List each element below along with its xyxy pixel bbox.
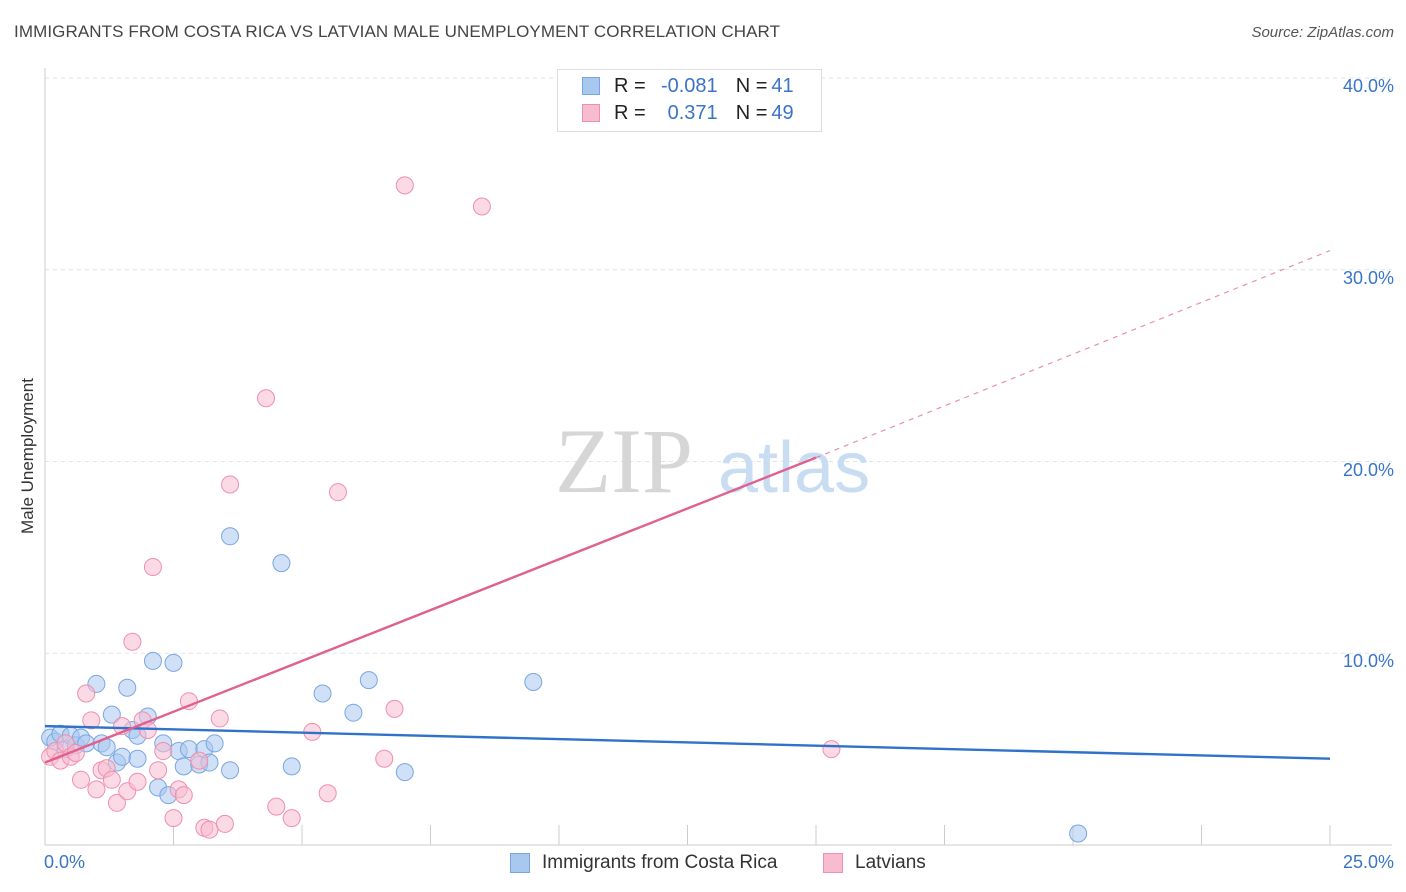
data-point (385, 699, 404, 718)
data-point (107, 793, 126, 812)
legend-swatch-latvians (823, 853, 843, 873)
data-point (200, 820, 219, 839)
data-point (395, 176, 414, 195)
data-point (102, 705, 121, 724)
data-point (118, 678, 137, 697)
legend-r-label: R = (614, 101, 646, 124)
y-tick-label: 30.0% (1342, 267, 1394, 288)
data-point (472, 197, 491, 216)
trend-line (44, 456, 817, 764)
y-tick-label: 20.0% (1342, 459, 1394, 480)
legend-label: Latvians (855, 852, 926, 873)
x-tick-label-max: 25.0% (1342, 852, 1394, 872)
data-point (87, 780, 106, 799)
trend-lines (44, 250, 1331, 764)
data-point (272, 554, 291, 573)
y-tick-label: 40.0% (1342, 76, 1394, 96)
legend-row-latvians: R = 0.371 N = 49 (582, 101, 794, 125)
legend-r-value: 0.371 (667, 101, 718, 124)
data-point (123, 632, 142, 651)
legend-n-label: N = (735, 101, 768, 124)
legend-r-label: R = (614, 74, 646, 97)
data-point (210, 709, 229, 728)
x-tick-label-min: 0.0% (44, 852, 86, 872)
data-point (282, 809, 301, 828)
data-point (221, 527, 240, 546)
source-label: Source: ZipAtlas.com (1251, 24, 1394, 41)
trend-line-extension (815, 250, 1331, 459)
data-point (128, 749, 147, 768)
data-point (143, 651, 162, 670)
data-point (1069, 824, 1088, 843)
legend-n-value: 41 (771, 74, 794, 97)
watermark-zip: ZIP (555, 410, 693, 512)
data-point (282, 757, 301, 776)
data-point (395, 763, 414, 782)
data-point (82, 711, 101, 730)
data-point (77, 684, 96, 703)
legend-row-costa-rica: R = -0.081 N = 41 (582, 74, 794, 98)
legend-swatch-costa-rica (510, 853, 530, 873)
data-point (267, 797, 286, 816)
legend-label: Immigrants from Costa Rica (542, 852, 778, 873)
data-point (174, 757, 193, 776)
data-point (164, 809, 183, 828)
data-point (221, 475, 240, 494)
data-point (102, 770, 121, 789)
data-point (822, 740, 841, 759)
data-point (344, 703, 363, 722)
data-point (113, 747, 132, 766)
stats-legend: R = -0.081 N = 41 R = 0.371 N = 49 (557, 69, 822, 132)
data-point (328, 483, 347, 502)
watermark-atlas: atlas (718, 428, 870, 508)
data-point (257, 389, 276, 408)
y-tick-label: 10.0% (1342, 651, 1394, 672)
data-point (524, 673, 543, 692)
data-point (313, 684, 332, 703)
data-point (174, 786, 193, 805)
grid-lines (45, 77, 1392, 654)
trend-line (44, 724, 1331, 760)
legend-n-label: N = (735, 74, 768, 97)
legend-r-value: -0.081 (660, 74, 718, 97)
data-point (71, 770, 90, 789)
data-point (359, 671, 378, 690)
chart-title: IMMIGRANTS FROM COSTA RICA VS LATVIAN MA… (14, 22, 781, 41)
data-point (149, 761, 168, 780)
bottom-legend-latvians[interactable]: Latvians (823, 852, 926, 874)
data-point (375, 749, 394, 768)
bottom-legend-costa-rica[interactable]: Immigrants from Costa Rica (510, 852, 777, 874)
axes (44, 68, 1392, 846)
data-point (143, 557, 162, 576)
data-point (215, 814, 234, 833)
legend-swatch-latvians (582, 104, 600, 122)
data-point (318, 784, 337, 803)
legend-swatch-costa-rica (582, 77, 600, 95)
data-point (190, 751, 209, 770)
data-point (164, 653, 183, 672)
data-point (205, 734, 224, 753)
data-point (154, 742, 173, 761)
legend-n-value: 49 (771, 101, 794, 124)
data-point (221, 761, 240, 780)
data-point (128, 772, 147, 791)
